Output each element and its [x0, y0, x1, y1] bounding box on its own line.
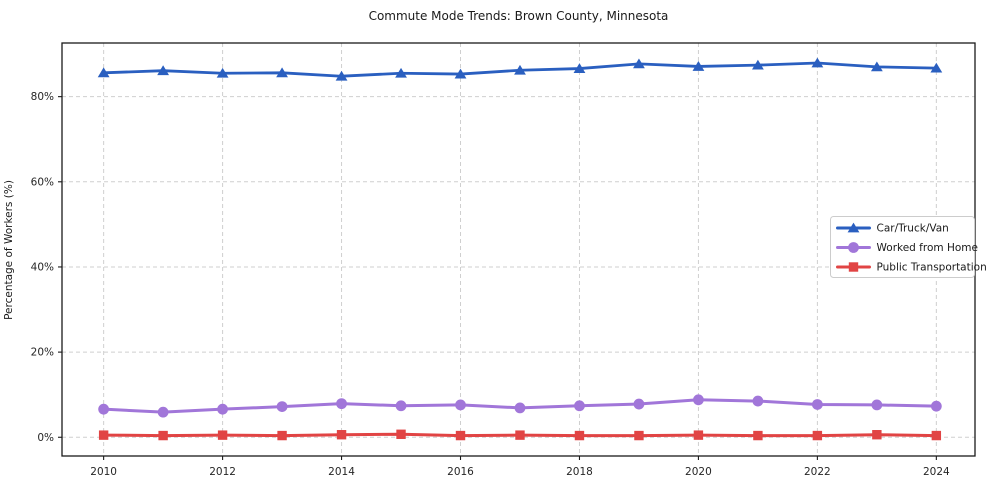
- marker-triangle: [692, 61, 705, 71]
- marker-triangle: [633, 58, 645, 69]
- marker-square: [931, 430, 942, 441]
- marker-triangle: [395, 67, 407, 78]
- x-tick-label: 2014: [328, 466, 355, 478]
- y-tick-label: 40%: [31, 261, 54, 273]
- marker-circle: [633, 398, 645, 410]
- marker-square: [455, 430, 466, 441]
- legend-label: Worked from Home: [877, 242, 978, 254]
- x-tick-label: 2016: [447, 466, 474, 478]
- marker-circle: [395, 400, 407, 412]
- y-tick-label: 60%: [31, 176, 54, 188]
- marker-triangle: [870, 61, 883, 72]
- legend: [830, 216, 975, 278]
- y-tick-label: 80%: [31, 91, 54, 103]
- marker-triangle: [454, 68, 467, 79]
- legend-label: Car/Truck/Van: [877, 223, 949, 235]
- marker-circle: [752, 395, 764, 407]
- marker-square: [98, 430, 109, 440]
- legend-marker: [848, 262, 859, 272]
- marker-circle: [871, 399, 883, 411]
- marker-triangle: [811, 57, 824, 68]
- marker-square: [812, 430, 823, 441]
- marker-square: [634, 430, 644, 441]
- marker-circle: [514, 402, 526, 414]
- x-tick-label: 2018: [566, 466, 593, 478]
- marker-square: [158, 430, 168, 441]
- marker-triangle: [97, 67, 110, 78]
- marker-circle: [811, 399, 823, 410]
- marker-triangle: [276, 67, 288, 78]
- x-tick-label: 2024: [923, 466, 950, 478]
- marker-circle: [157, 406, 169, 418]
- x-tick-label: 2022: [804, 466, 831, 478]
- x-tick-label: 2012: [209, 466, 236, 478]
- legend-marker: [847, 222, 860, 233]
- marker-square: [515, 430, 525, 440]
- marker-triangle: [930, 62, 943, 73]
- marker-square: [753, 430, 763, 441]
- marker-circle: [336, 398, 347, 410]
- marker-triangle: [573, 63, 586, 73]
- marker-triangle: [157, 65, 170, 76]
- marker-triangle: [514, 64, 526, 75]
- x-tick-label: 2020: [685, 466, 712, 478]
- marker-circle: [574, 400, 585, 412]
- marker-triangle: [335, 70, 348, 81]
- marker-circle: [217, 403, 228, 415]
- marker-square: [574, 430, 585, 441]
- legend-marker: [848, 242, 859, 253]
- legend-label: Public Transportation: [877, 262, 987, 274]
- marker-circle: [98, 403, 110, 415]
- marker-square: [277, 430, 287, 441]
- marker-circle: [276, 401, 288, 413]
- marker-circle: [455, 399, 466, 411]
- marker-square: [872, 430, 882, 440]
- marker-square: [396, 429, 406, 439]
- x-tick-label: 2010: [90, 466, 117, 478]
- marker-square: [217, 430, 228, 440]
- y-tick-label: 20%: [31, 347, 54, 359]
- marker-circle: [930, 400, 942, 412]
- marker-triangle: [216, 67, 229, 78]
- marker-circle: [693, 394, 704, 406]
- marker-triangle: [752, 59, 764, 70]
- marker-square: [693, 430, 704, 440]
- y-tick-label: 0%: [37, 432, 54, 444]
- chart-title: Commute Mode Trends: Brown County, Minne…: [368, 9, 669, 23]
- marker-square: [336, 430, 347, 440]
